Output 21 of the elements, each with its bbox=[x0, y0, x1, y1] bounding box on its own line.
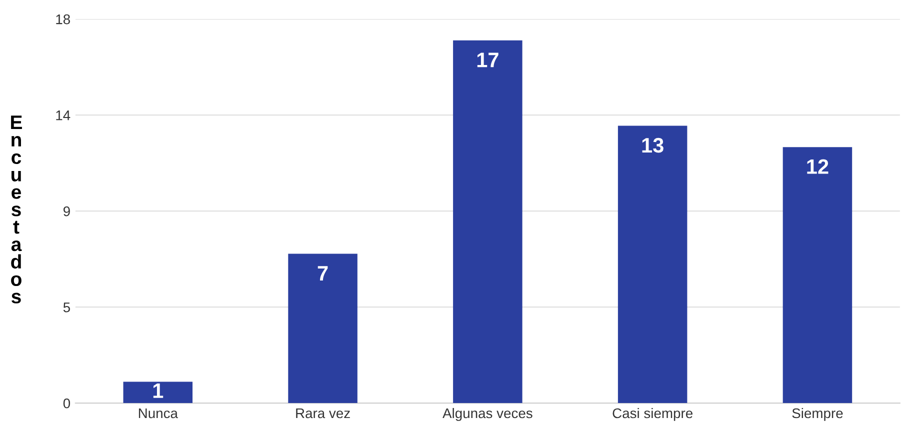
y-tick-label: 5 bbox=[63, 302, 70, 312]
bar bbox=[453, 40, 522, 404]
y-tick-label: 0 bbox=[63, 398, 70, 408]
x-tick-label: Siempre bbox=[792, 408, 843, 421]
x-tick-label: Rara vez bbox=[296, 408, 350, 418]
x-tick-label: Nunca bbox=[138, 408, 178, 418]
y-tick-label: 14 bbox=[56, 110, 70, 120]
data-label: 12 bbox=[807, 159, 828, 174]
x-tick-label: Casi siempre bbox=[612, 408, 692, 421]
bar bbox=[288, 254, 358, 404]
bar bbox=[618, 126, 688, 404]
y-tick-label: 18 bbox=[56, 14, 70, 24]
bar bbox=[782, 147, 852, 404]
x-tick-label: Algunas veces bbox=[442, 408, 532, 421]
text: Encuestados bbox=[11, 116, 22, 304]
y-tick-label: 9 bbox=[64, 206, 70, 216]
bar bbox=[123, 382, 193, 404]
data-label: 17 bbox=[477, 52, 498, 68]
data-label: 1 bbox=[153, 384, 164, 398]
data-label: 13 bbox=[642, 138, 664, 153]
data-label: 7 bbox=[318, 266, 328, 280]
